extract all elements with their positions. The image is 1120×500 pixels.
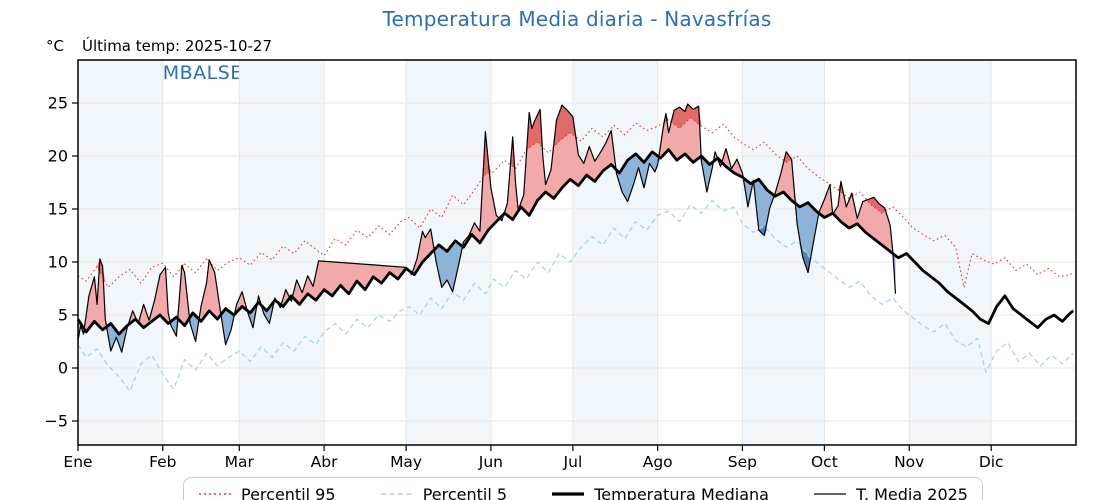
x-axis: Ene Feb Mar Abr May Jun Jul Ago Sep Oct Nov Dic	[63, 445, 1004, 471]
x-tick-label: Oct	[811, 453, 838, 471]
y-axis-unit-label: °C	[46, 37, 64, 55]
y-axis: −5 0 5 10 15 20 25	[44, 94, 78, 431]
y-tick-label: 10	[48, 253, 68, 272]
x-tick-label: Jun	[478, 453, 503, 471]
x-tick-label: Nov	[894, 453, 924, 471]
legend-item-percentil-5: Percentil 5	[380, 485, 507, 500]
legend-label: Temperatura Mediana	[594, 484, 769, 500]
x-tick-label: May	[390, 453, 422, 471]
x-tick-label: Feb	[149, 453, 176, 471]
series-p5	[77, 199, 1074, 392]
series-median	[76, 148, 1075, 336]
x-tick-label: Ago	[643, 453, 673, 471]
legend-label: Percentil 95	[241, 484, 336, 500]
month-bands	[78, 60, 992, 445]
chart-legend: Percentil 95 Percentil 5 Temperatura Media…	[183, 477, 983, 500]
x-tick-label: Abr	[311, 453, 338, 471]
legend-line-sample	[814, 493, 847, 495]
legend-item-temperatura-mediana: Temperatura Mediana	[551, 485, 769, 500]
series-t2025	[77, 103, 897, 353]
legend-line-sample	[199, 493, 231, 495]
y-tick-label: 25	[48, 94, 68, 113]
y-tick-label: −5	[44, 412, 68, 431]
y-tick-label: 20	[48, 147, 68, 166]
legend-label: T. Media 2025	[856, 484, 968, 500]
x-tick-label: Mar	[225, 453, 255, 471]
legend-item-t-media-2025: T. Media 2025	[813, 485, 968, 500]
y-tick-label: 5	[58, 306, 68, 325]
fill-fill_above_median	[78, 104, 896, 335]
y-tick-label: 15	[48, 200, 68, 219]
x-tick-label: Dic	[979, 453, 1004, 471]
legend-line-sample	[380, 493, 413, 495]
series-p95	[77, 117, 1074, 288]
legend-label: Percentil 5	[422, 484, 508, 500]
legend-line-sample	[552, 492, 585, 496]
chart-title: Temperatura Media diaria - Navasfrías	[382, 7, 772, 31]
anomaly-fills	[78, 104, 896, 392]
x-tick-label: Jul	[563, 453, 583, 471]
last-temp-annotation: Última temp: 2025-10-27	[82, 37, 273, 55]
x-tick-label: Ene	[63, 453, 92, 471]
legend-item-percentil-95: Percentil 95	[198, 485, 336, 500]
x-tick-label: Sep	[728, 453, 757, 471]
plot-border	[77, 59, 1077, 446]
y-tick-label: 0	[58, 359, 68, 378]
